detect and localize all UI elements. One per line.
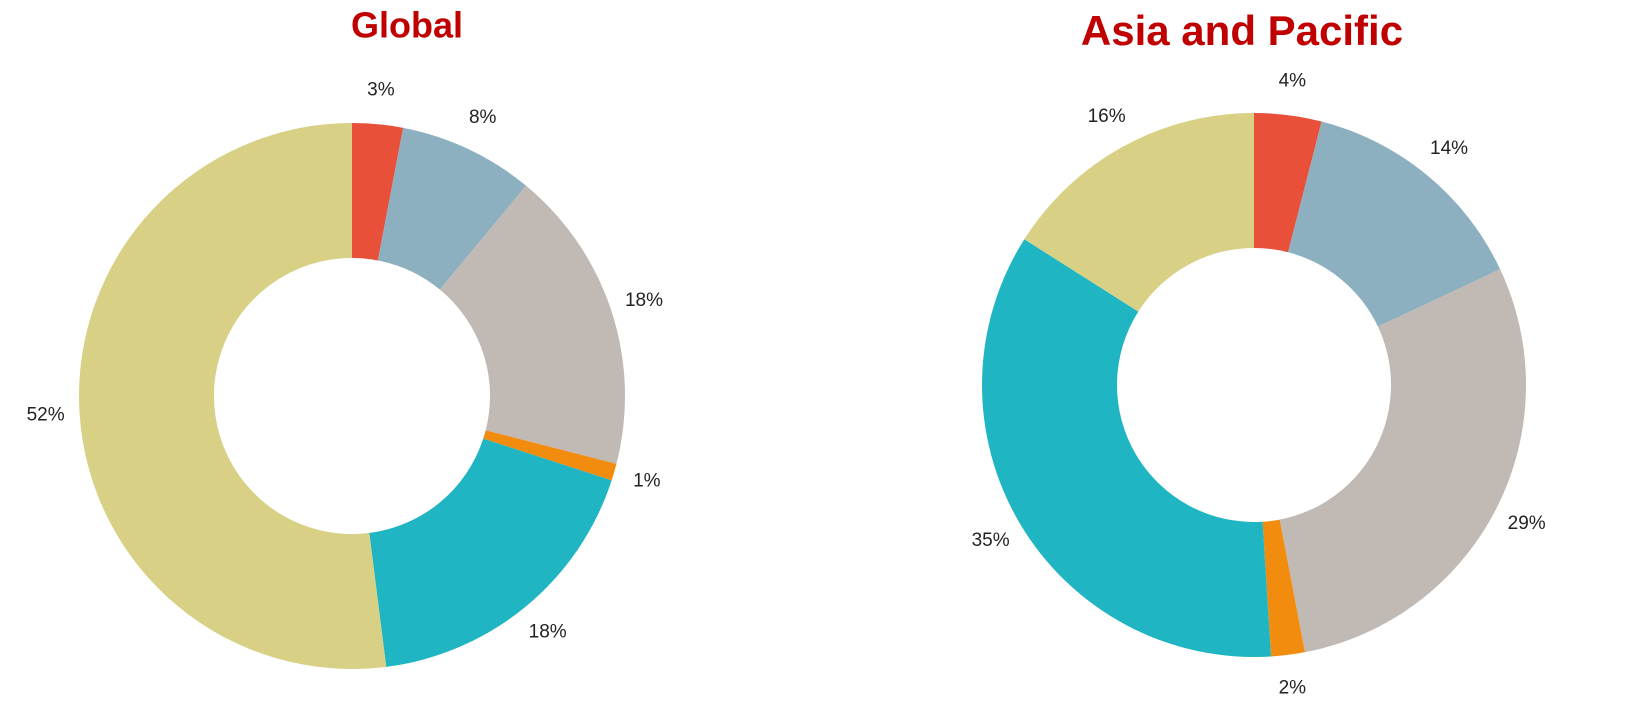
data-label: 29% (1508, 513, 1546, 534)
data-label: 4% (1279, 70, 1307, 91)
donut-slice (1254, 113, 1322, 253)
data-label: 3% (367, 79, 395, 100)
donut-slice (79, 123, 387, 669)
data-label: 18% (625, 290, 663, 311)
chart-title: Asia and Pacific (1081, 7, 1403, 54)
data-label: 8% (469, 107, 497, 128)
donut-slice (439, 185, 625, 464)
data-label: 18% (529, 622, 567, 643)
donut-slice (981, 239, 1272, 657)
data-label: 14% (1430, 138, 1468, 159)
data-label: 16% (1088, 106, 1126, 127)
donut-slice (483, 430, 617, 481)
data-label: 52% (27, 404, 65, 425)
donut-slice (1024, 113, 1254, 312)
donut-slice (1262, 519, 1305, 657)
data-label: 35% (972, 530, 1010, 551)
donut-slice (1279, 269, 1526, 653)
data-label: 1% (633, 471, 661, 492)
donut-slice (369, 438, 612, 667)
data-label: 2% (1279, 678, 1307, 699)
chart-title: Global (351, 5, 463, 46)
donut-slice (1288, 121, 1501, 327)
donut-slice (377, 127, 527, 290)
donut-slice (352, 123, 404, 261)
